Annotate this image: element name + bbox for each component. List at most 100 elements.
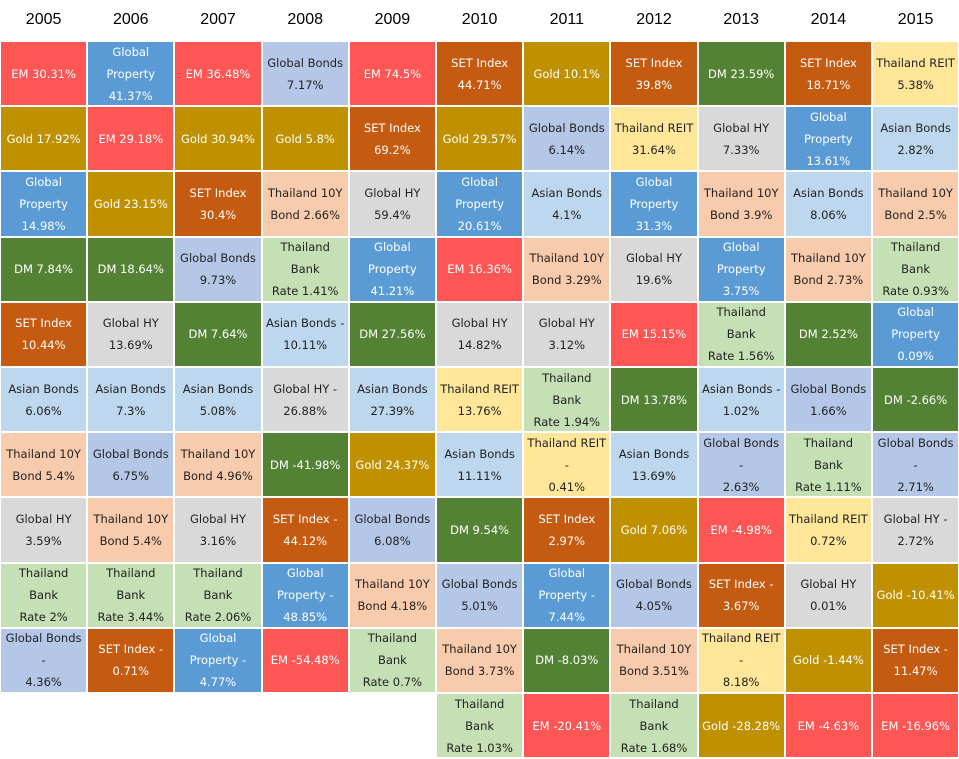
cell-2011-asian-bonds: Asian Bonds 4.1%	[524, 172, 610, 236]
cell-2015-em: EM -16.96%	[873, 694, 959, 758]
cell-2012-gold: Gold 7.06%	[611, 498, 697, 562]
cell-2005-dm: DM 7.84%	[1, 237, 87, 301]
cell-2006-asian-bonds: Asian Bonds 7.3%	[88, 368, 174, 432]
cell-2006-thailand-bank-rate: Thailand Bank Rate 3.44%	[88, 563, 174, 627]
cell-2011-global-bonds: Global Bonds 6.14%	[524, 107, 610, 171]
cell-2012-thailand-bank-rate: Thailand Bank Rate 1.68%	[611, 694, 697, 758]
cell-2007-global-bonds: Global Bonds 9.73%	[175, 237, 261, 301]
cell-2012-thailand-reit: Thailand REIT 31.64%	[611, 107, 697, 171]
year-header-2008: 2008	[287, 11, 323, 28]
cell-2014-thailand-10y-bond: Thailand 10Y Bond 2.73%	[785, 237, 871, 301]
cell-2012-global-property: Global Property 31.3%	[611, 172, 697, 236]
cell-2005-asian-bonds: Asian Bonds 6.06%	[1, 368, 87, 432]
cell-2013-thailand-bank-rate: Thailand Bank Rate 1.56%	[698, 302, 784, 366]
cell-2007-em: EM 36.48%	[175, 42, 261, 106]
year-header-2007: 2007	[200, 11, 236, 28]
cell-2008-global-property: Global Property - 48.85%	[262, 563, 348, 627]
cell-2014-global-property: Global Property 13.61%	[785, 107, 871, 171]
cell-2010-em: EM 16.36%	[437, 237, 523, 301]
cell-2011-em: EM -20.41%	[524, 694, 610, 758]
year-header-2009: 2009	[374, 11, 411, 28]
cell-2010-dm: DM 9.54%	[437, 498, 523, 562]
cell-2011-gold: Gold 10.1%	[524, 42, 610, 106]
cell-2012-thailand-10y-bond: Thailand 10Y Bond 3.51%	[611, 628, 697, 692]
cell-2009-thailand-10y-bond: Thailand 10Y Bond 4.18%	[349, 563, 435, 627]
year-header-2012: 2012	[636, 11, 672, 28]
cell-2013-global-bonds: Global Bonds - 2.63%	[698, 433, 784, 497]
cell-2010-thailand-reit: Thailand REIT 13.76%	[437, 368, 523, 432]
cell-2007-global-property: Global Property - 4.77%	[175, 628, 261, 692]
cell-2012-asian-bonds: Asian Bonds 13.69%	[611, 433, 697, 497]
cell-2014-global-hy: Global HY 0.01%	[785, 563, 871, 627]
cell-2011-dm: DM -8.03%	[524, 628, 610, 692]
cell-2006-gold: Gold 23.15%	[88, 172, 174, 236]
cell-2005-gold: Gold 17.92%	[1, 107, 87, 171]
cell-2010-asian-bonds: Asian Bonds 11.11%	[437, 433, 523, 497]
cell-2014-global-bonds: Global Bonds 1.66%	[785, 368, 871, 432]
cell-2009-gold: Gold 24.37%	[349, 433, 435, 497]
cell-2007-thailand-10y-bond: Thailand 10Y Bond 4.96%	[175, 433, 261, 497]
cell-2012-set-index: SET Index 39.8%	[611, 42, 697, 106]
cell-2014-gold: Gold -1.44%	[785, 628, 871, 692]
cell-2015-dm: DM -2.66%	[873, 368, 959, 432]
cell-2008-global-bonds: Global Bonds 7.17%	[262, 42, 348, 106]
cell-2006-thailand-10y-bond: Thailand 10Y Bond 5.4%	[88, 498, 174, 562]
cell-2010-global-hy: Global HY 14.82%	[437, 302, 523, 366]
cell-2013-thailand-10y-bond: Thailand 10Y Bond 3.9%	[698, 172, 784, 236]
cell-2008-thailand-bank-rate: Thailand Bank Rate 1.41%	[262, 237, 348, 301]
cell-2007-set-index: SET Index 30.4%	[175, 172, 261, 236]
cell-2005-global-property: Global Property 14.98%	[1, 172, 87, 236]
cell-2011-thailand-bank-rate: Thailand Bank Rate 1.94%	[524, 368, 610, 432]
cell-2005-em: EM 30.31%	[1, 42, 87, 106]
year-header-2006: 2006	[112, 11, 149, 28]
cell-2005-thailand-10y-bond: Thailand 10Y Bond 5.4%	[1, 433, 87, 497]
cell-2008-asian-bonds: Asian Bonds - 10.11%	[262, 302, 348, 366]
cell-2005-global-bonds: Global Bonds - 4.36%	[1, 628, 87, 692]
cell-2012-global-hy: Global HY 19.6%	[611, 237, 697, 301]
cell-2010-thailand-10y-bond: Thailand 10Y Bond 3.73%	[437, 628, 523, 692]
cell-2014-em: EM -4.63%	[785, 694, 871, 758]
cell-2011-global-hy: Global HY 3.12%	[524, 302, 610, 366]
cell-2005-set-index: SET Index 10.44%	[1, 302, 87, 366]
cell-2013-gold: Gold -28.28%	[698, 694, 784, 758]
cell-2011-global-property: Global Property - 7.44%	[524, 563, 610, 627]
cell-2010-global-property: Global Property 20.61%	[437, 172, 523, 236]
cell-2013-global-hy: Global HY 7.33%	[698, 107, 784, 171]
cell-2007-dm: DM 7.64%	[175, 302, 261, 366]
cell-2008-dm: DM -41.98%	[262, 433, 348, 497]
cell-2006-global-property: Global Property 41.37%	[88, 42, 174, 106]
cell-2012-dm: DM 13.78%	[611, 368, 697, 432]
year-header-2011: 2011	[549, 11, 584, 28]
cell-2007-global-hy: Global HY 3.16%	[175, 498, 261, 562]
year-header-2014: 2014	[810, 11, 847, 28]
cell-2010-gold: Gold 29.57%	[437, 107, 523, 171]
cell-2007-asian-bonds: Asian Bonds 5.08%	[175, 368, 261, 432]
cell-2009-global-property: Global Property 41.21%	[349, 237, 435, 301]
cell-2014-asian-bonds: Asian Bonds 8.06%	[785, 172, 871, 236]
cell-2010-set-index: SET Index 44.71%	[437, 42, 523, 106]
cell-2009-thailand-bank-rate: Thailand Bank Rate 0.7%	[349, 628, 435, 692]
cell-2011-thailand-10y-bond: Thailand 10Y Bond 3.29%	[524, 237, 610, 301]
cell-2009-dm: DM 27.56%	[349, 302, 435, 366]
cell-2015-gold: Gold -10.41%	[873, 563, 959, 627]
cell-2013-set-index: SET Index - 3.67%	[698, 563, 784, 627]
cell-2015-global-bonds: Global Bonds - 2.71%	[873, 433, 959, 497]
cell-2008-em: EM -54.48%	[262, 628, 348, 692]
cell-2006-global-bonds: Global Bonds 6.75%	[88, 433, 174, 497]
cell-2015-global-hy: Global HY - 2.72%	[873, 498, 959, 562]
cell-2011-set-index: SET Index 2.97%	[524, 498, 610, 562]
cell-2009-global-bonds: Global Bonds 6.08%	[349, 498, 435, 562]
cell-2007-gold: Gold 30.94%	[175, 107, 261, 171]
cell-2006-global-hy: Global HY 13.69%	[88, 302, 174, 366]
cell-2005-global-hy: Global HY 3.59%	[1, 498, 87, 562]
cell-2013-em: EM -4.98%	[698, 498, 784, 562]
cell-2006-em: EM 29.18%	[88, 107, 174, 171]
cell-2008-global-hy: Global HY - 26.88%	[262, 368, 348, 432]
cell-2007-thailand-bank-rate: Thailand Bank Rate 2.06%	[175, 563, 261, 627]
cell-2006-dm: DM 18.64%	[88, 237, 174, 301]
cell-2013-asian-bonds: Asian Bonds - 1.02%	[698, 368, 784, 432]
cell-2015-thailand-10y-bond: Thailand 10Y Bond 2.5%	[873, 172, 959, 236]
cell-2014-thailand-bank-rate: Thailand Bank Rate 1.11%	[785, 433, 871, 497]
cell-2015-thailand-bank-rate: Thailand Bank Rate 0.93%	[873, 237, 959, 301]
